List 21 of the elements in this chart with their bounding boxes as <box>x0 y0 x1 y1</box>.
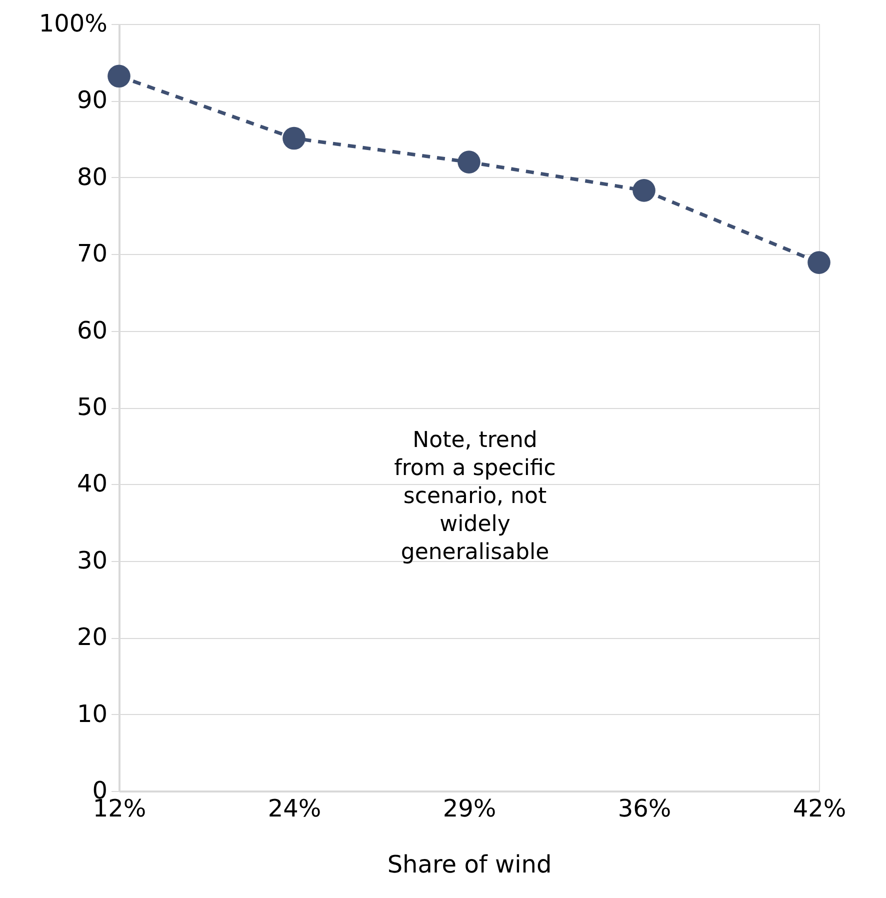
point <box>632 179 656 202</box>
y-tick-label: 90 <box>76 86 108 114</box>
y-tick-label: 30 <box>76 546 108 574</box>
y-tick-label: 50 <box>76 393 108 421</box>
x-tick-label: 42% <box>792 794 846 822</box>
y-tick-label: 60 <box>76 316 108 344</box>
x-axis-title: Share of wind <box>387 850 552 878</box>
y-tick-label: 70 <box>76 240 108 268</box>
point <box>282 126 306 150</box>
x-tick-label: 24% <box>268 794 322 822</box>
x-tick-label: 36% <box>618 794 672 822</box>
x-tick-label: 29% <box>442 794 496 822</box>
y-tick-label: 20 <box>76 623 108 652</box>
point <box>808 251 830 274</box>
y-tick-label: 10 <box>76 700 108 728</box>
y-tick-label: 80 <box>76 162 108 191</box>
y-tick-label: 100% <box>38 10 108 38</box>
y-tick-label: 40 <box>76 470 108 498</box>
point <box>458 150 480 174</box>
annotation: Note, trend from a specific scenario, not widely generalisable <box>394 428 556 565</box>
point <box>108 64 130 88</box>
